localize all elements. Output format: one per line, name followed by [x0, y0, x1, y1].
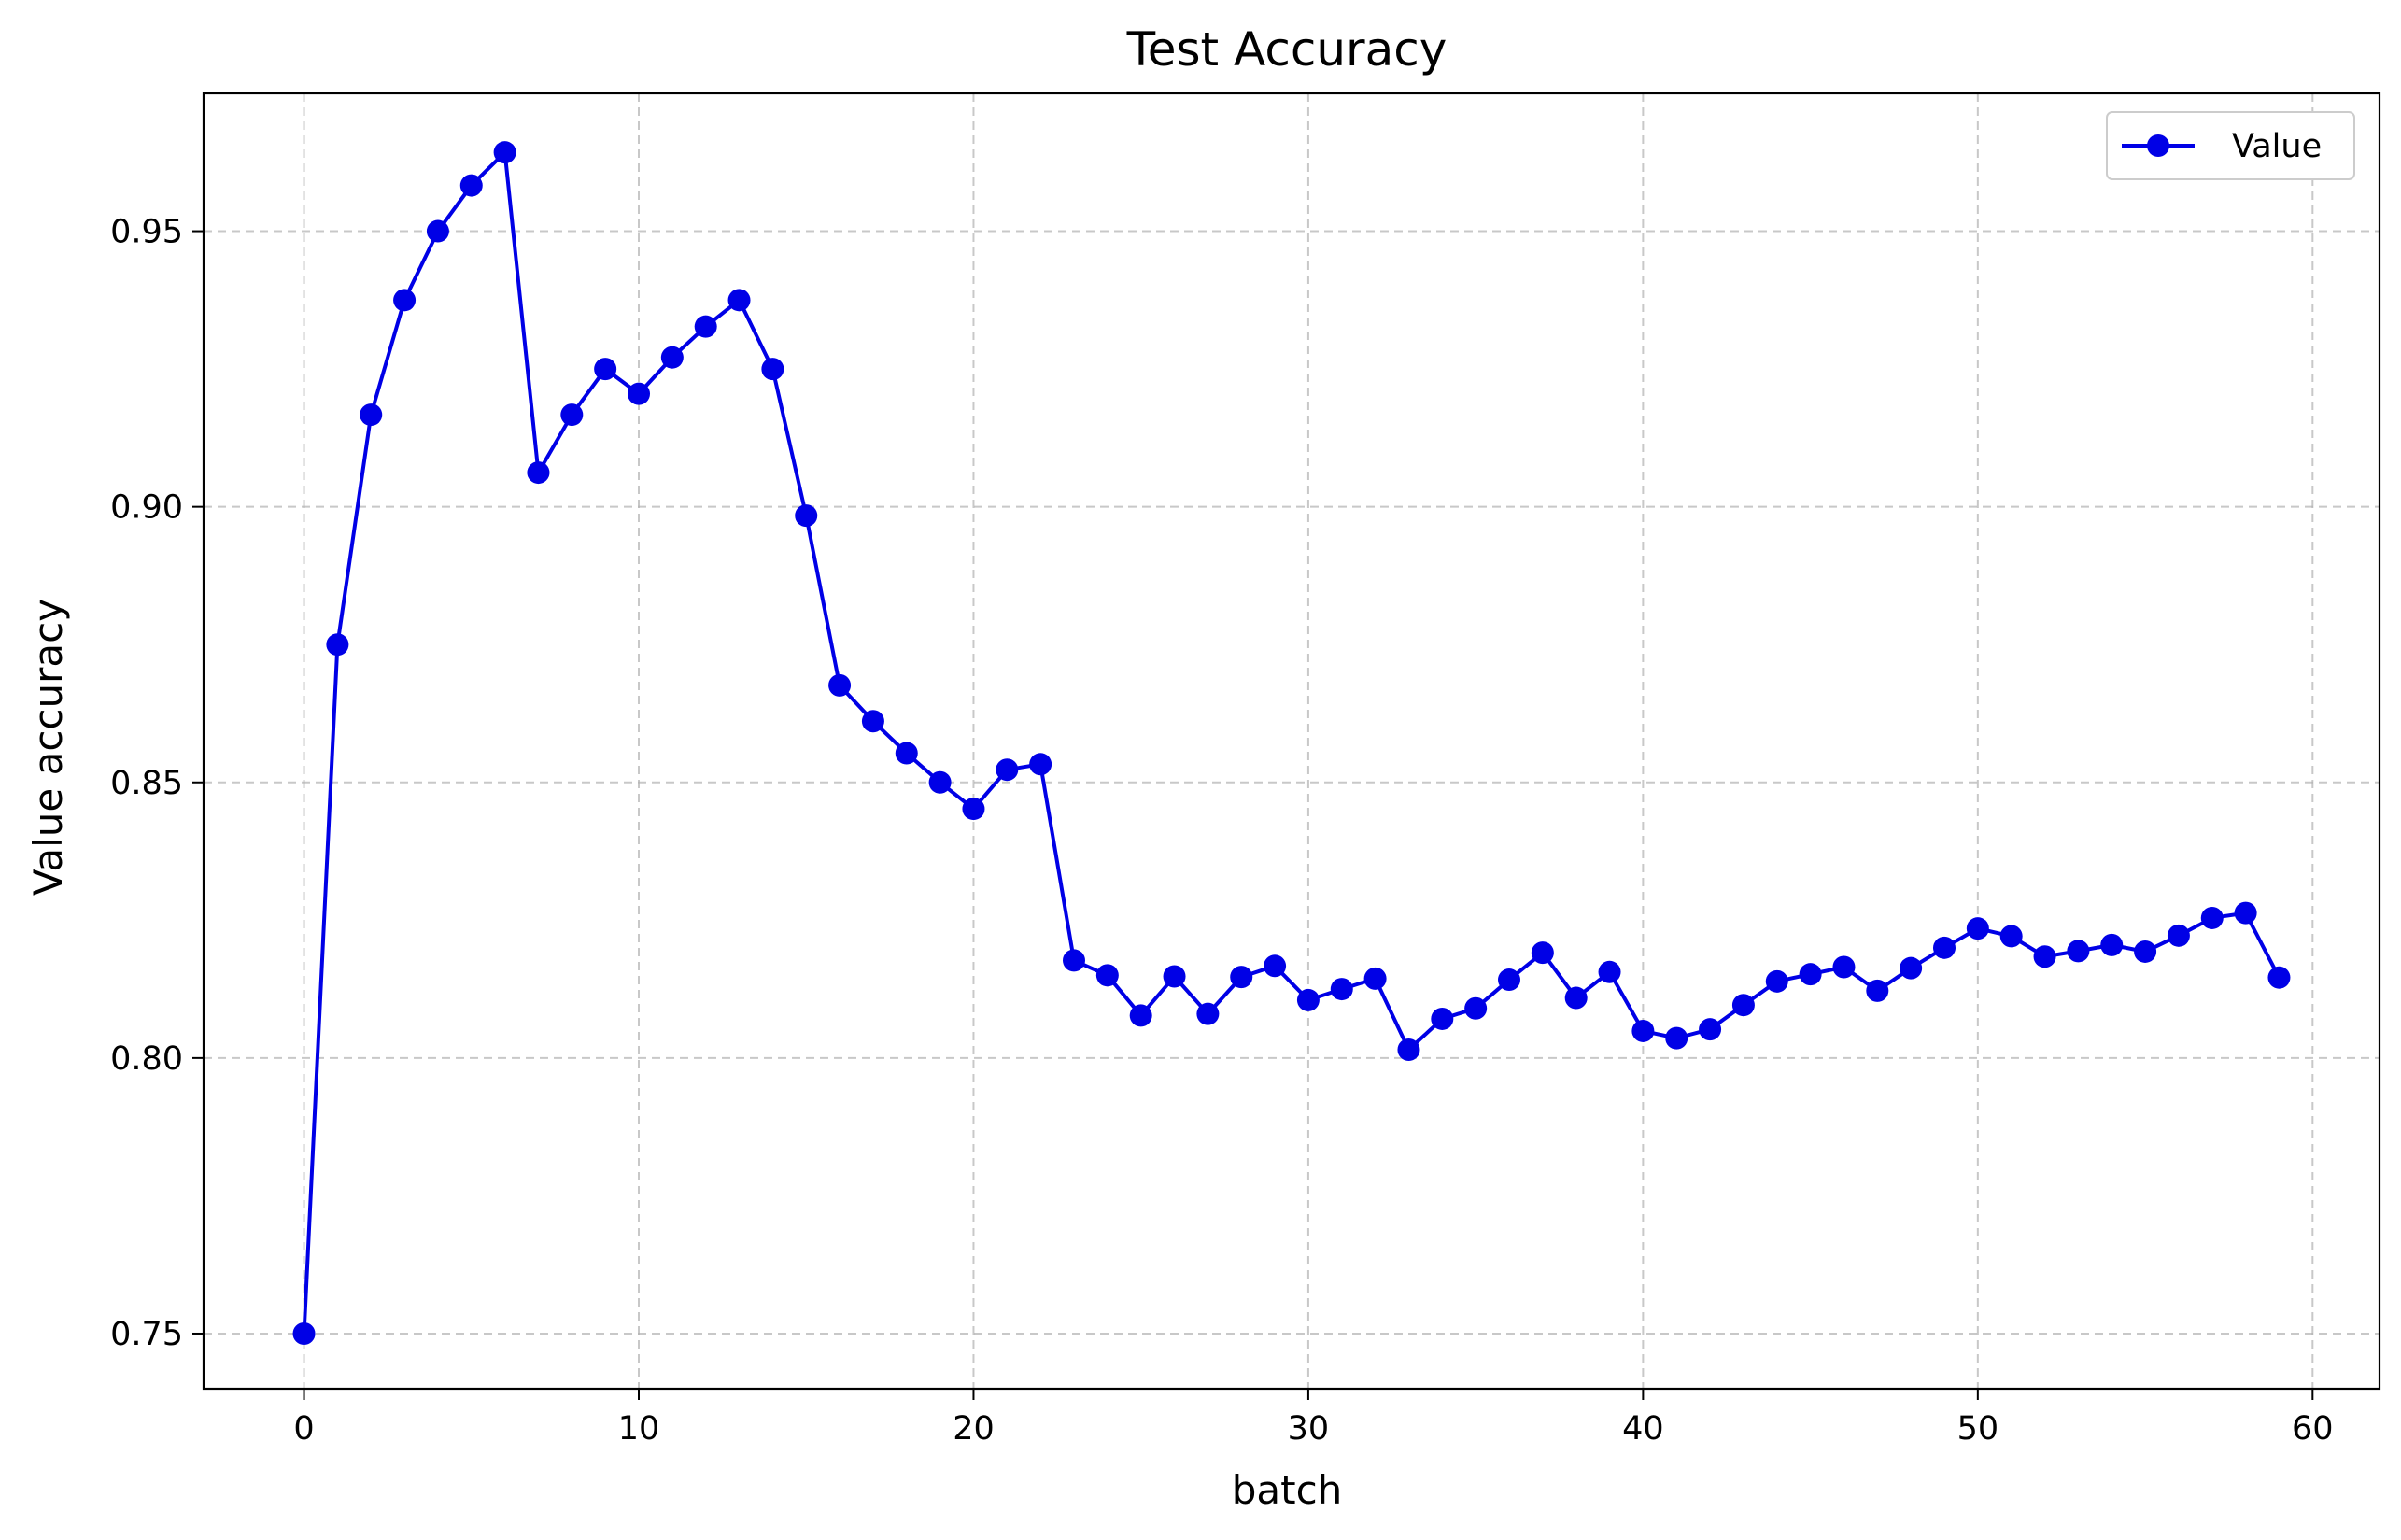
data-point: [1464, 996, 1488, 1020]
data-point: [1063, 949, 1085, 972]
x-tick-label: 60: [2292, 1410, 2334, 1448]
data-point: [2100, 933, 2124, 956]
axis-ticks: 0 10 20 30 40 50 60 0.75 0.80 0.85 0.90 0.95: [110, 214, 2334, 1448]
data-point: [1531, 941, 1554, 965]
legend-marker: [2147, 134, 2169, 157]
data-point: [594, 358, 617, 381]
plot-frame: [202, 92, 2381, 1391]
data-point: [1129, 1004, 1152, 1027]
data-point: [1330, 978, 1353, 1001]
data-point: [1999, 925, 2023, 948]
data-point: [1832, 955, 1856, 979]
x-tick-label: 20: [953, 1410, 995, 1448]
data-point: [560, 403, 584, 427]
data-point: [2134, 940, 2157, 963]
data-point: [1230, 966, 1253, 989]
data-point: [527, 461, 550, 485]
data-point: [2067, 940, 2090, 963]
data-point: [2200, 906, 2224, 929]
data-point: [962, 798, 985, 821]
data-point: [1731, 994, 1755, 1017]
y-tick-label: 0.95: [110, 214, 183, 251]
data-point: [1264, 954, 1287, 978]
legend-label: Value: [2232, 128, 2322, 165]
data-point: [426, 219, 449, 243]
data-point: [996, 758, 1019, 782]
data-point: [694, 315, 717, 338]
y-tick-label: 0.85: [110, 765, 183, 802]
data-point: [1029, 753, 1052, 776]
series-group: [292, 141, 2291, 1345]
data-point: [761, 358, 784, 381]
data-point: [292, 1321, 316, 1345]
data-point: [1564, 986, 1588, 1010]
data-point: [828, 673, 852, 697]
x-tick-label: 0: [293, 1410, 314, 1448]
data-point: [1900, 956, 1923, 980]
y-tick-label: 0.90: [110, 489, 183, 527]
data-point: [1866, 979, 1889, 1002]
data-point: [1631, 1019, 1655, 1042]
data-point: [2033, 945, 2056, 968]
y-axis-label: Value accuracy: [25, 599, 71, 896]
x-tick-label: 40: [1622, 1410, 1664, 1448]
data-point: [895, 742, 918, 765]
data-point: [1699, 1018, 1722, 1041]
data-point: [2267, 966, 2291, 989]
data-point: [393, 289, 417, 312]
data-point: [727, 289, 751, 312]
data-point: [1966, 917, 1989, 940]
data-point: [928, 770, 952, 794]
x-tick-label: 50: [1957, 1410, 1999, 1448]
data-point: [1799, 963, 1822, 986]
data-point: [1933, 936, 1956, 959]
data-point: [326, 633, 349, 657]
data-point: [1397, 1038, 1420, 1062]
data-point: [1296, 988, 1320, 1011]
data-point: [2234, 901, 2257, 925]
x-axis-label: batch: [1232, 1467, 1343, 1513]
data-point: [1765, 969, 1788, 993]
data-point: [1363, 967, 1387, 990]
data-point: [795, 504, 818, 528]
x-tick-label: 10: [618, 1410, 660, 1448]
legend-box: [2106, 111, 2355, 180]
data-point: [1196, 1002, 1220, 1025]
data-point: [2167, 924, 2190, 947]
x-tick-label: 30: [1288, 1410, 1330, 1448]
data-point: [360, 403, 383, 427]
data-point: [1095, 964, 1119, 987]
data-point: [1498, 968, 1520, 992]
data-point: [1665, 1026, 1688, 1050]
data-point: [1163, 965, 1186, 988]
legend: Value: [2106, 111, 2355, 180]
grid: [204, 93, 2380, 1389]
data-point: [459, 174, 483, 197]
y-tick-label: 0.80: [110, 1040, 183, 1078]
chart-title: Test Accuracy: [1126, 22, 1448, 77]
data-point: [628, 382, 650, 405]
data-point: [660, 346, 684, 369]
y-tick-label: 0.75: [110, 1316, 183, 1353]
data-point: [1431, 1007, 1454, 1030]
data-point: [1598, 960, 1621, 983]
data-point: [861, 710, 884, 733]
data-point: [493, 141, 516, 164]
